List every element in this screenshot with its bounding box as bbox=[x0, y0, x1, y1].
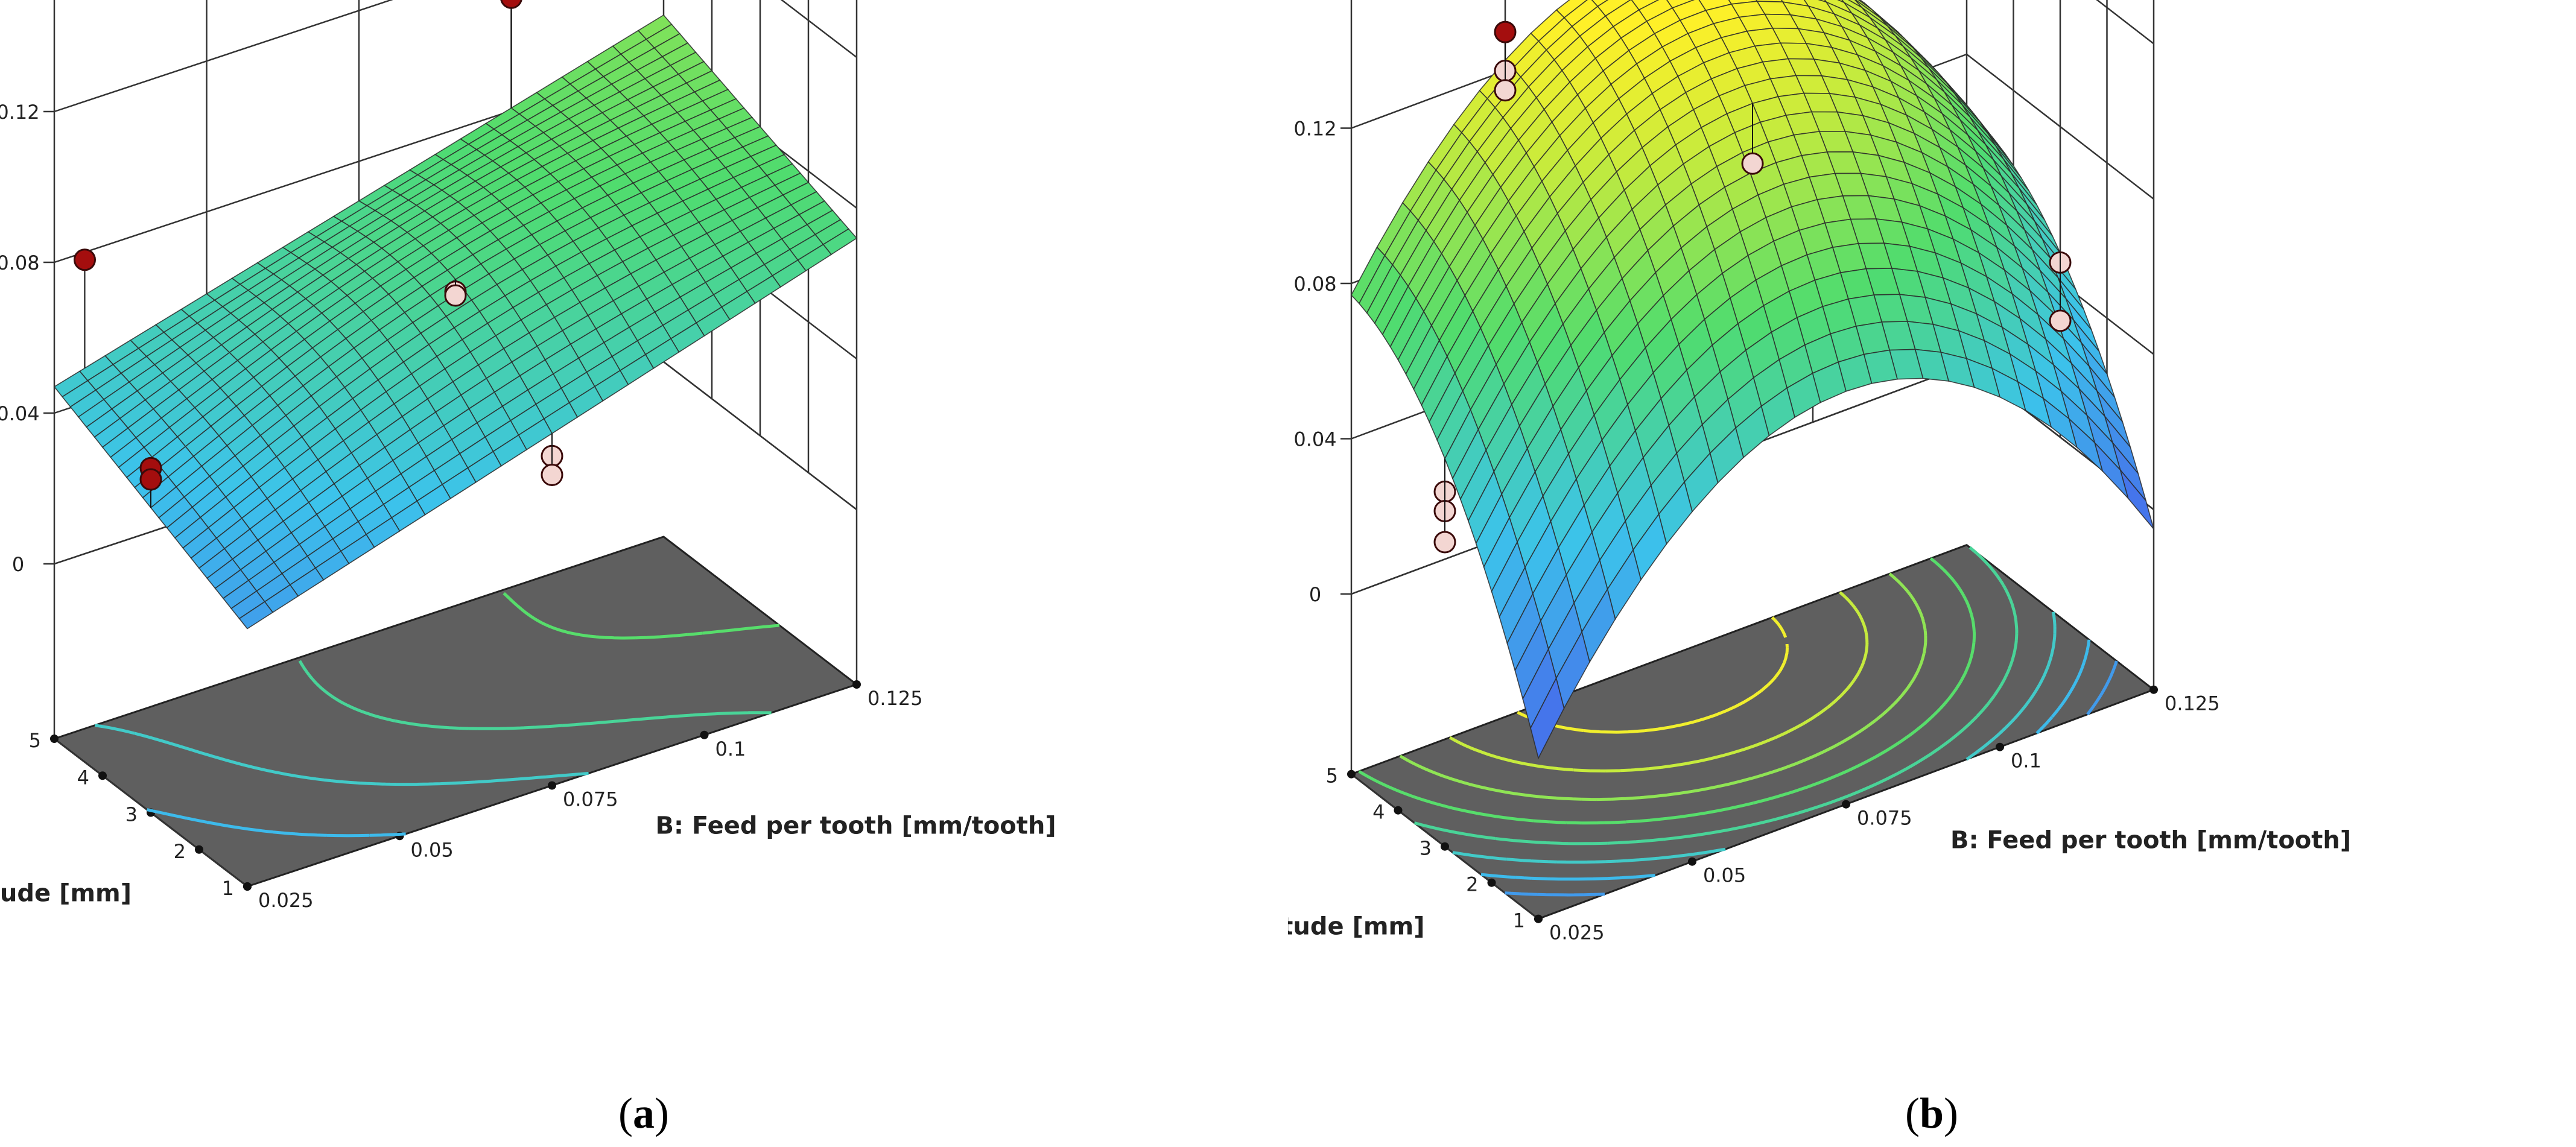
z-tick-label: 0.12 bbox=[0, 101, 40, 124]
c-tick-label: 4 bbox=[1372, 801, 1385, 824]
response-surface bbox=[53, 14, 858, 630]
b-tick-label: 0.075 bbox=[563, 788, 618, 811]
c-tick bbox=[243, 882, 252, 891]
design-point bbox=[500, 0, 522, 9]
contour-line bbox=[503, 592, 780, 640]
floor-contours bbox=[1358, 546, 2118, 897]
contour-line bbox=[1358, 557, 1976, 825]
c-tick-label: 3 bbox=[125, 803, 138, 826]
c-tick bbox=[1534, 914, 1543, 923]
b-tick bbox=[1996, 742, 2004, 751]
contour-line bbox=[94, 724, 589, 786]
c-tick bbox=[98, 771, 107, 780]
design-point bbox=[139, 468, 162, 491]
b-tick-label: 0.125 bbox=[868, 687, 923, 710]
floor-contours bbox=[94, 592, 780, 838]
design-points bbox=[74, 0, 563, 508]
right-wall-gridline bbox=[780, 0, 857, 58]
b-tick bbox=[1688, 857, 1696, 866]
c-tick-label: 2 bbox=[1466, 873, 1478, 896]
z-tick-label: 0.04 bbox=[0, 402, 40, 425]
c-tick bbox=[195, 845, 203, 854]
c-axis-title: C: Amplitude [mm] bbox=[1288, 913, 1425, 941]
c-tick-label: 2 bbox=[174, 840, 186, 863]
design-point bbox=[541, 464, 563, 486]
floor-plane bbox=[1349, 544, 2156, 920]
contour-line bbox=[1448, 591, 1869, 773]
chart-panel-b: 00.040.080.120.160.0250.050.0750.10.1251… bbox=[1288, 0, 2576, 1147]
b-tick bbox=[700, 730, 709, 739]
b-tick bbox=[2149, 685, 2158, 694]
b-tick bbox=[852, 680, 861, 689]
contour-line bbox=[1505, 660, 2118, 897]
left-wall-gridline bbox=[54, 0, 393, 113]
b-tick-label: 0.05 bbox=[411, 838, 454, 861]
b-tick bbox=[548, 781, 556, 790]
surface-cell bbox=[238, 601, 274, 630]
z-tick-label: 0 bbox=[12, 553, 24, 576]
c-tick bbox=[1394, 806, 1403, 815]
b-tick-label: 0.025 bbox=[1549, 921, 1605, 944]
z-tick-label: 0.12 bbox=[1293, 118, 1336, 141]
c-tick-label: 4 bbox=[77, 766, 89, 789]
b-tick bbox=[1842, 800, 1850, 809]
design-point bbox=[1494, 21, 1517, 43]
panel-caption-a: (a) bbox=[618, 1089, 669, 1137]
design-point bbox=[74, 248, 96, 271]
c-tick-label: 5 bbox=[29, 729, 41, 752]
b-axis-title: B: Feed per tooth [mm/tooth] bbox=[1950, 827, 2351, 855]
c-tick-label: 3 bbox=[1420, 837, 1432, 860]
z-tick-label: 0 bbox=[1309, 583, 1321, 606]
design-point bbox=[1494, 79, 1517, 102]
design-points bbox=[1433, 21, 2072, 554]
panel-caption-b: (b) bbox=[1905, 1089, 1958, 1137]
contour-line bbox=[1399, 572, 1927, 801]
response-surface bbox=[1351, 0, 2154, 760]
contour-line bbox=[1452, 611, 2057, 864]
contour-line bbox=[298, 660, 772, 730]
b-tick-label: 0.075 bbox=[1857, 807, 1912, 830]
b-tick-label: 0.125 bbox=[2165, 692, 2220, 715]
b-axis-title: B: Feed per tooth [mm/tooth] bbox=[656, 812, 1056, 839]
design-point bbox=[1741, 152, 1764, 175]
c-tick-label: 1 bbox=[1513, 909, 1525, 932]
design-point bbox=[1433, 531, 1456, 554]
b-tick-label: 0.1 bbox=[2011, 750, 2041, 773]
z-tick-label: 0.04 bbox=[1293, 428, 1336, 451]
b-tick-label: 0.1 bbox=[715, 738, 746, 760]
contour-line bbox=[1480, 639, 2091, 881]
surface-cell bbox=[1530, 677, 1565, 760]
surface-plot-a: 00.040.080.120.160.0250.050.0750.10.1251… bbox=[0, 0, 1056, 912]
c-tick bbox=[50, 735, 59, 743]
design-point bbox=[2049, 309, 2072, 332]
right-wall-gridline bbox=[2096, 0, 2154, 45]
b-tick-label: 0.05 bbox=[1703, 864, 1746, 887]
c-tick-label: 5 bbox=[1326, 765, 1338, 788]
surface-plot-b: 00.040.080.120.160.0250.050.0750.10.1251… bbox=[1288, 0, 2351, 944]
contour-line bbox=[1413, 546, 2019, 845]
c-tick bbox=[1347, 769, 1356, 779]
right-wall-base bbox=[663, 361, 857, 510]
chart-panel-a: 00.040.080.120.160.0250.050.0750.10.1251… bbox=[0, 0, 1056, 1137]
z-tick-label: 0.08 bbox=[1293, 273, 1336, 295]
c-axis-title: C: Amplitude [mm] bbox=[0, 879, 132, 907]
contour-line bbox=[147, 808, 406, 838]
design-point bbox=[444, 284, 467, 307]
b-tick-label: 0.025 bbox=[258, 889, 314, 912]
c-tick bbox=[1487, 878, 1496, 887]
z-tick-label: 0.08 bbox=[0, 251, 40, 274]
c-tick-label: 1 bbox=[222, 877, 234, 900]
c-tick bbox=[1441, 842, 1449, 851]
